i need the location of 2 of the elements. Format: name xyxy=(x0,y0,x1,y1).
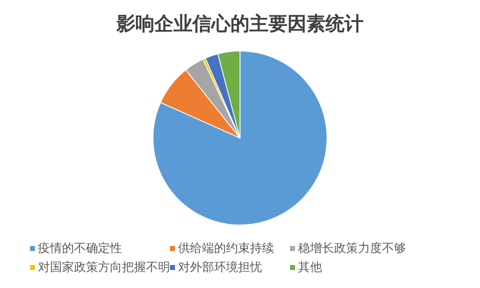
legend-label: 其他 xyxy=(298,260,322,274)
title: 影响企业信心的主要因素统计 xyxy=(116,14,364,35)
